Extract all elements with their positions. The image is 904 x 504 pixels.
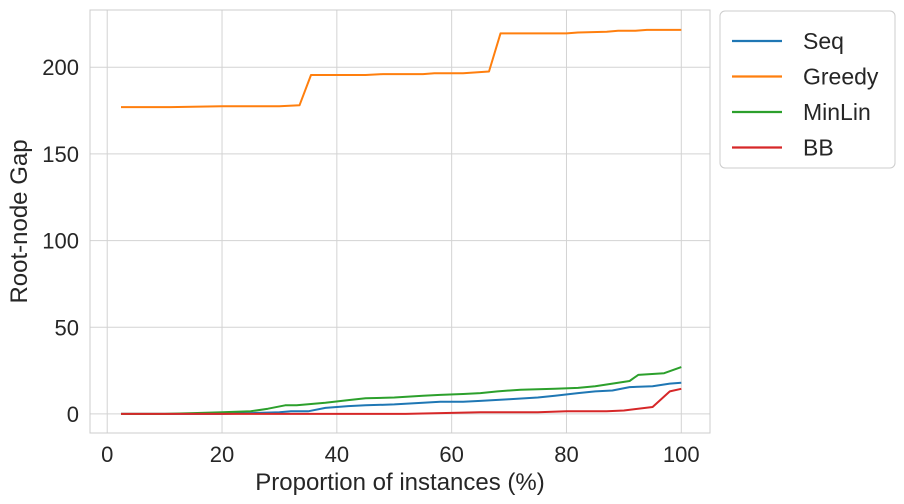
x-tick-label: 40 <box>325 442 349 467</box>
legend-box <box>719 10 896 169</box>
legend-label-greedy: Greedy <box>803 64 879 90</box>
x-tick-label: 60 <box>439 442 463 467</box>
x-tick-label: 100 <box>663 442 700 467</box>
x-tick-label: 80 <box>554 442 578 467</box>
series-line-bb <box>121 387 682 415</box>
y-tick-label: 200 <box>42 55 79 80</box>
series-layer <box>121 28 682 415</box>
y-tick-labels: 0 50 100 150 200 <box>42 55 79 427</box>
series-line-minlin <box>121 366 682 415</box>
legend-label-minlin: MinLin <box>803 99 871 125</box>
y-tick-label: 50 <box>55 315 79 340</box>
series-line-greedy <box>121 28 682 109</box>
x-tick-label: 0 <box>101 442 113 467</box>
series-line-seq <box>121 381 682 415</box>
x-tick-label: 20 <box>210 442 234 467</box>
y-tick-label: 100 <box>42 229 79 254</box>
legend-label-seq: Seq <box>803 28 844 54</box>
plot-frame <box>89 9 711 434</box>
gridlines <box>90 10 710 433</box>
x-axis-label: Proportion of instances (%) <box>255 469 544 496</box>
y-tick-label: 0 <box>67 402 79 427</box>
legend-label-bb: BB <box>803 135 834 161</box>
y-tick-label: 150 <box>42 142 79 167</box>
y-axis-label: Root-node Gap <box>6 139 33 303</box>
x-tick-labels: 0 20 40 60 80 100 <box>101 442 700 467</box>
legend: Seq Greedy MinLin BB <box>719 10 896 169</box>
